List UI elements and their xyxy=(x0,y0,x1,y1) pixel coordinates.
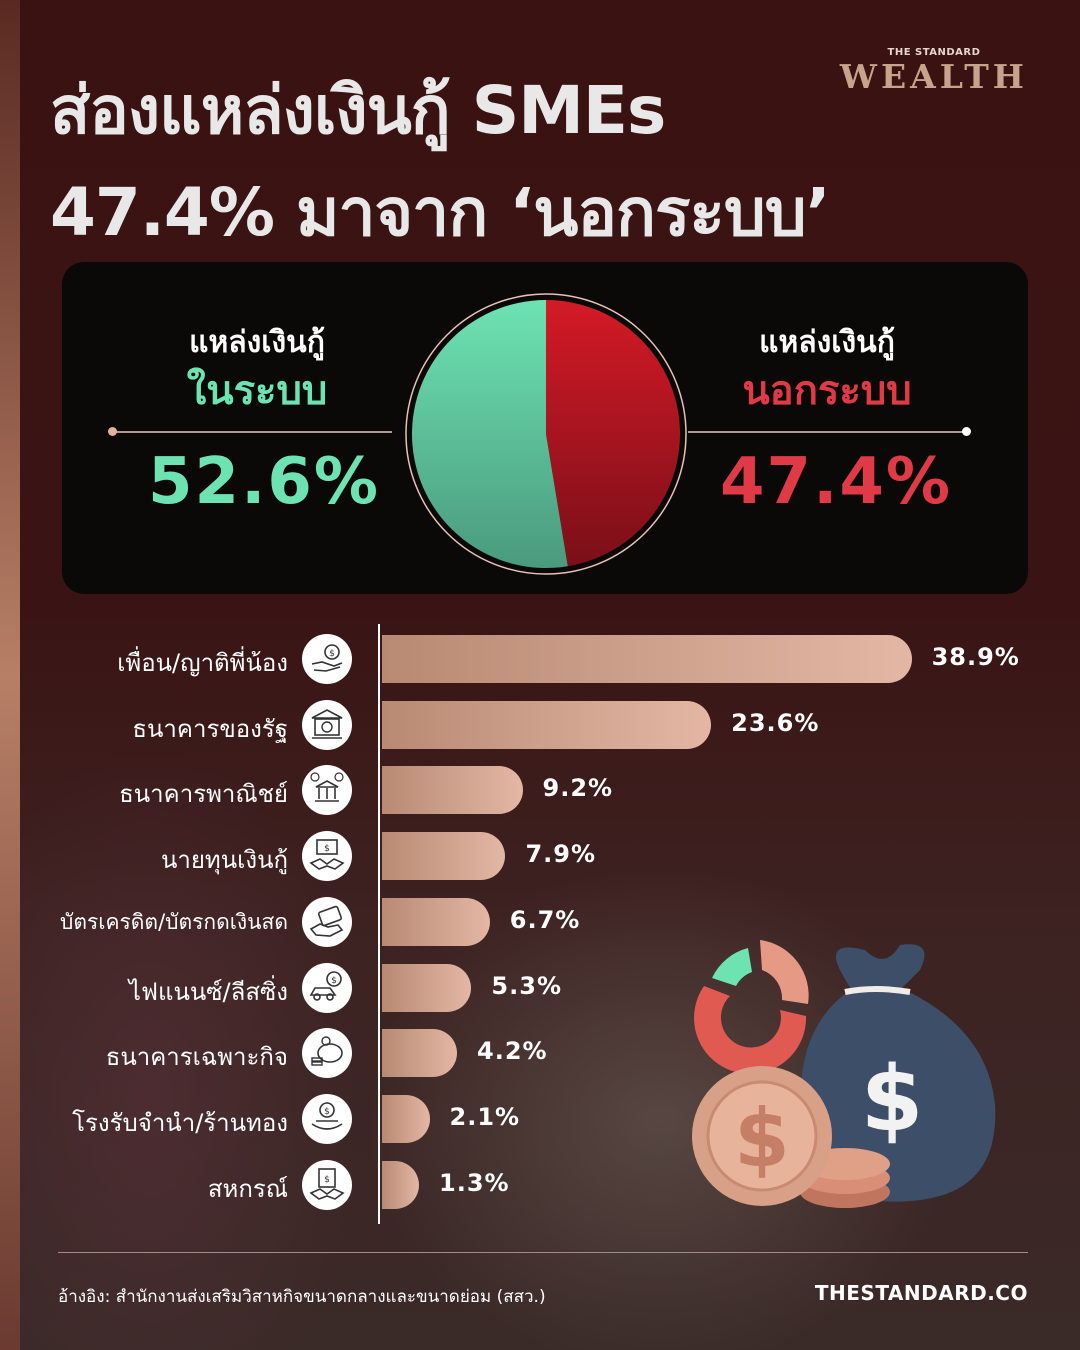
right-connector-dot xyxy=(962,427,971,436)
bar-chart: เพื่อน/ญาติพี่น้อง $38.9% ธนาคารของรัฐ 23.6… xyxy=(0,620,1080,1230)
category-label: บัตรเครดิต/บัตรกดเงินสด xyxy=(60,909,288,934)
category-label: ธนาคารเฉพาะกิจ xyxy=(105,1043,288,1072)
formal-value: 52.6% xyxy=(148,445,381,519)
svg-text:$: $ xyxy=(324,844,330,854)
informal-label: แหล่งเงินกู้ xyxy=(759,325,895,360)
informal-sublabel: นอกระบบ xyxy=(742,368,912,414)
handshake-money-icon: $ xyxy=(302,831,352,882)
formal-sublabel: ในระบบ xyxy=(186,368,328,414)
bar xyxy=(382,1160,420,1209)
pawn-shop-icon: $ xyxy=(302,1093,352,1144)
commercial-bank-icon xyxy=(302,765,352,816)
page-title-line1: ส่องแหล่งเงินกู้ SMEs xyxy=(50,72,666,149)
category-label: ธนาคารของรัฐ xyxy=(132,714,288,743)
bar-value-label: 1.3% xyxy=(439,1168,510,1197)
left-connector-line xyxy=(112,431,392,433)
donut-chart-icon xyxy=(694,940,809,1074)
bar-value-label: 7.9% xyxy=(525,840,597,869)
bar-value-label: 9.2% xyxy=(542,774,614,803)
bar-value-label: 5.3% xyxy=(491,971,562,1000)
svg-text:$: $ xyxy=(331,976,337,986)
pie-chart xyxy=(405,293,687,575)
category-label: โรงรับจำนำ/ร้านทอง xyxy=(72,1108,288,1137)
pie-outer-ring xyxy=(405,293,687,575)
piggy-bank-icon xyxy=(302,1028,352,1079)
informal-label-block: แหล่งเงินกู้ นอกระบบ xyxy=(722,322,932,418)
bar-value-label: 38.9% xyxy=(931,643,1020,671)
bar-value-label: 23.6% xyxy=(731,708,820,737)
page-title-line2: 47.4% มาจาก ‘นอกระบบ’ xyxy=(50,174,831,251)
bank-building-icon xyxy=(302,699,352,750)
pie-slice-formal xyxy=(412,300,568,568)
bar xyxy=(382,963,472,1012)
car-loan-icon: $ xyxy=(302,962,352,1013)
footer-divider xyxy=(58,1252,1028,1253)
bar xyxy=(382,897,490,946)
bar-value-label: 6.7% xyxy=(509,905,581,934)
bar xyxy=(382,832,506,881)
bar xyxy=(382,1094,430,1143)
hand-money-icon: $ xyxy=(302,634,352,684)
credit-card-icon xyxy=(302,896,352,947)
formal-label-block: แหล่งเงินกู้ ในระบบ xyxy=(152,322,362,418)
category-label: ไฟแนนซ์/ลีสซิ่ง xyxy=(128,977,288,1006)
svg-text:$: $ xyxy=(861,1047,924,1152)
site-url: THESTANDARD.CO xyxy=(814,1281,1028,1305)
coins-icon: $ xyxy=(692,1066,890,1208)
svg-text:$: $ xyxy=(734,1092,790,1185)
brand-logo-small-text: THE STANDARD xyxy=(887,47,981,58)
svg-text:$: $ xyxy=(324,1175,330,1185)
brand-logo-wordmark: WEALTH xyxy=(839,57,1028,96)
left-connector-dot xyxy=(108,427,117,436)
bar xyxy=(382,700,712,749)
right-connector-line xyxy=(688,431,964,433)
cooperative-icon: $ xyxy=(302,1159,352,1210)
informal-value: 47.4% xyxy=(720,445,953,519)
bar xyxy=(382,766,523,815)
brand-logo: THE STANDARD WEALTH xyxy=(840,48,1028,96)
money-bag-illustration: $ $ xyxy=(692,940,996,1208)
bar-value-label: 4.2% xyxy=(477,1037,548,1066)
left-edge-accent xyxy=(0,0,20,1350)
category-label: นายทุนเงินกู้ xyxy=(160,846,288,875)
bar xyxy=(382,635,912,683)
svg-text:$: $ xyxy=(324,1107,330,1117)
source-note: อ้างอิง: สำนักงานส่งเสริมวิสาหกิจขนาดกลา… xyxy=(58,1287,546,1307)
svg-text:$: $ xyxy=(329,649,335,659)
category-label: เพื่อน/ญาติพี่น้อง xyxy=(117,649,288,677)
bar-value-label: 2.1% xyxy=(449,1102,521,1131)
category-label: ธนาคารพาณิชย์ xyxy=(119,780,288,809)
bar-chart-axis xyxy=(378,624,380,1224)
formal-label: แหล่งเงินกู้ xyxy=(189,325,325,360)
summary-panel: แหล่งเงินกู้ ในระบบ 52.6% แหล่งเงินกู้ น… xyxy=(62,262,1028,594)
bar xyxy=(382,1029,458,1078)
category-label: สหกรณ์ xyxy=(207,1174,288,1203)
pie-slice-informal xyxy=(546,300,680,567)
